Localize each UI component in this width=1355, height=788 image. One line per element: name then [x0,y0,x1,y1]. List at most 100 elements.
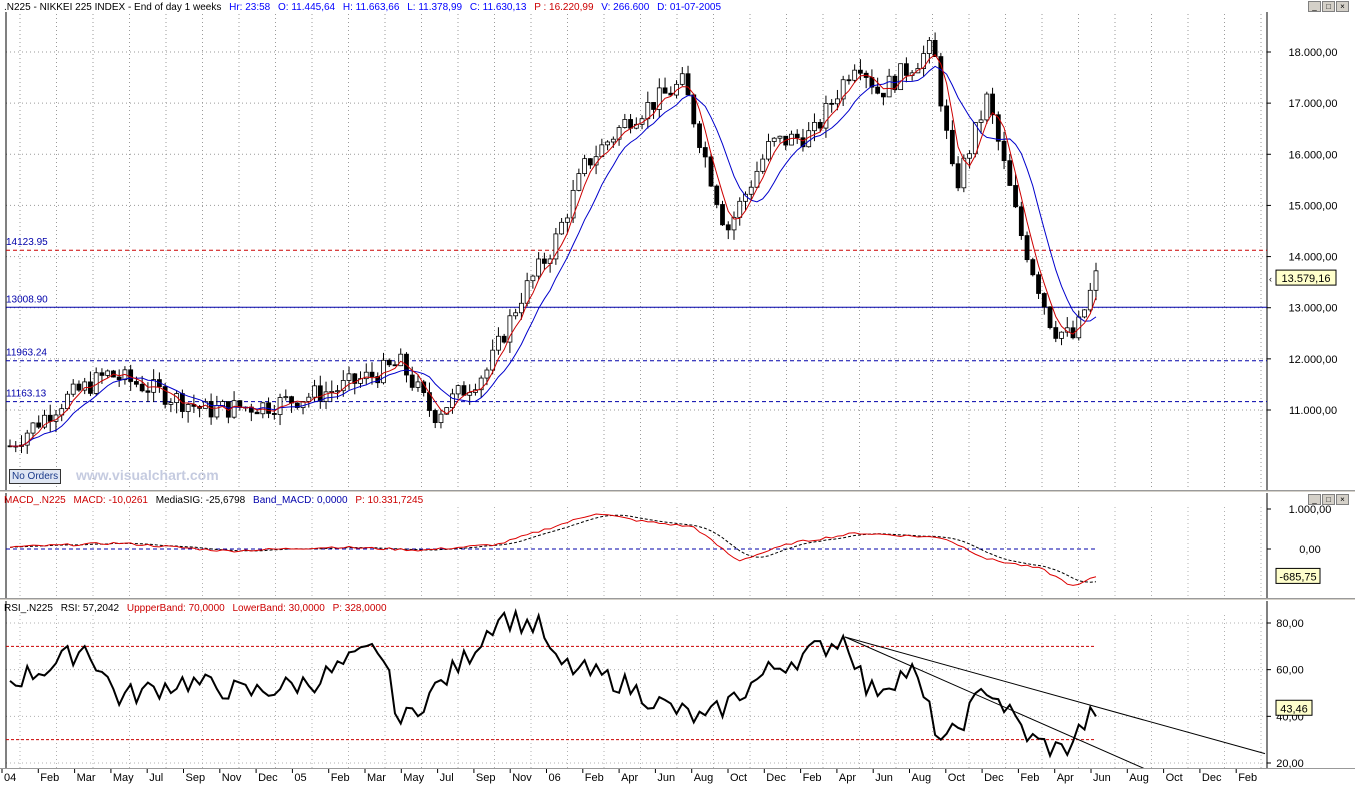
candle-body [168,402,174,405]
time-axis-label: May [403,772,424,784]
candle-body [496,335,501,351]
candle-body [99,372,105,376]
candle-body [323,391,329,402]
rsi-panel[interactable]: RSI_.N225 RSI: 57,2042 UppperBand: 70,00… [0,601,1355,768]
candle-body [530,275,536,282]
candle-body [467,392,473,396]
macd-close-button[interactable]: × [1336,494,1349,505]
candle-body [47,414,53,422]
no-orders-button[interactable]: No Orders [9,469,62,484]
close-button[interactable]: × [1336,1,1349,12]
time-axis-label: Jun [657,772,675,784]
candle-body [720,204,725,226]
candle-body [972,122,978,155]
macd-minimize-button[interactable]: _ [1308,494,1321,505]
candle-body [518,302,524,314]
open-value: O: 11.445,64 [278,2,336,13]
rsi-title: RSI_.N225 [4,603,53,614]
maximize-button[interactable]: □ [1322,1,1335,12]
candle-body [559,221,565,235]
candle-body [139,383,145,392]
candle-body [875,86,881,94]
candle-body [748,186,754,195]
candle-body [714,185,720,205]
symbol-label: .N225 - NIKKEI 225 INDEX - End of day 1 … [4,2,222,13]
candle-body [823,102,829,129]
price-chart[interactable]: 18.000,00 17.000,00 16.000,00 15.000,00 14.0… [0,0,1355,490]
candle-body [478,377,484,391]
rsi-line [9,607,1097,759]
candle-body [978,119,984,123]
candle-body [1030,259,1036,276]
candle-body [651,102,656,110]
macd-panel[interactable]: MACD_.N225 MACD: -10,0261 MediaSIG: -25,… [0,493,1355,598]
candle-body [921,53,927,69]
level-label: 13008.90 [6,294,48,305]
time-axis-label: Apr [839,772,856,784]
candle-body [1053,327,1059,339]
volume-value: V: 266.600 [601,2,650,13]
splitter[interactable] [0,490,1355,493]
y-tick-label: 15.000,00 [1289,200,1338,212]
candle-body [984,93,990,121]
time-axis-label: Sep [186,772,206,784]
candle-body [352,373,358,384]
candle-body [570,189,576,219]
candle-body [898,63,904,91]
time-axis-label: 04 [4,772,16,784]
candle-body [271,413,277,415]
candle-body [455,385,461,395]
time-axis-label: Aug [912,772,932,784]
candle-body [174,393,180,403]
candle-body [771,137,777,142]
candle-body [995,114,1001,142]
macd-title: MACD_.N225 [4,495,66,506]
watermark-text: www.visualchart.com [76,467,219,483]
candle-body [587,158,593,166]
p-value: P : 16.220,99 [534,2,594,13]
rsi-p: P: 328,0000 [332,603,387,614]
candle-body [725,224,731,231]
candle-body [116,376,122,381]
time-axis-label: Dec [1202,772,1222,784]
candle-body [628,119,633,129]
y-tick-label: 0,00 [1299,544,1320,556]
macd-controls: _ □ × [1308,494,1349,505]
current-macd-box [1275,567,1321,584]
macd-chart[interactable]: 1.000,00 0,00 -685,75 [0,493,1355,598]
y-tick-label: 17.000,00 [1289,98,1338,110]
candle-body [622,119,628,128]
time-axis-label: Sep [476,772,496,784]
macd-maximize-button[interactable]: □ [1322,494,1335,505]
candle-body [616,127,622,140]
time-axis-labels: 04 Feb Mar May Jul Sep Nov Dec 05 Feb Mar May Jul Sep… [1,769,1257,784]
rsi-upper: UppperBand: 70,0000 [126,603,225,614]
candle-body [990,93,995,116]
candle-body [70,383,76,395]
y-tick-label: 13.000,00 [1289,303,1338,315]
candle-body [679,73,685,85]
splitter-2[interactable] [0,598,1355,601]
hr-value: Hr: 23:58 [229,2,271,13]
time-axis-label: Dec [984,772,1004,784]
time-axis-label: Feb [40,772,59,784]
macd-band: Band_MACD: 0,0000 [253,495,348,506]
price-panel[interactable]: .N225 - NIKKEI 225 INDEX - End of day 1 … [0,0,1355,490]
candle-body [1087,289,1093,311]
candle-body [461,385,467,396]
candle-body [1059,331,1064,339]
candle-body [484,369,490,379]
current-rsi-box [1275,699,1313,716]
candle-body [731,216,737,231]
time-axis-label: Dec [766,772,786,784]
candle-body [858,69,863,74]
level-label: 11963.24 [6,348,47,359]
candle-body [294,402,300,408]
minimize-button[interactable]: _ [1308,1,1321,12]
candle-body [409,374,415,388]
candle-body [789,133,794,146]
candle-body [938,56,944,107]
candle-body [1024,235,1030,261]
y-tick-label: 12.000,00 [1289,354,1338,366]
